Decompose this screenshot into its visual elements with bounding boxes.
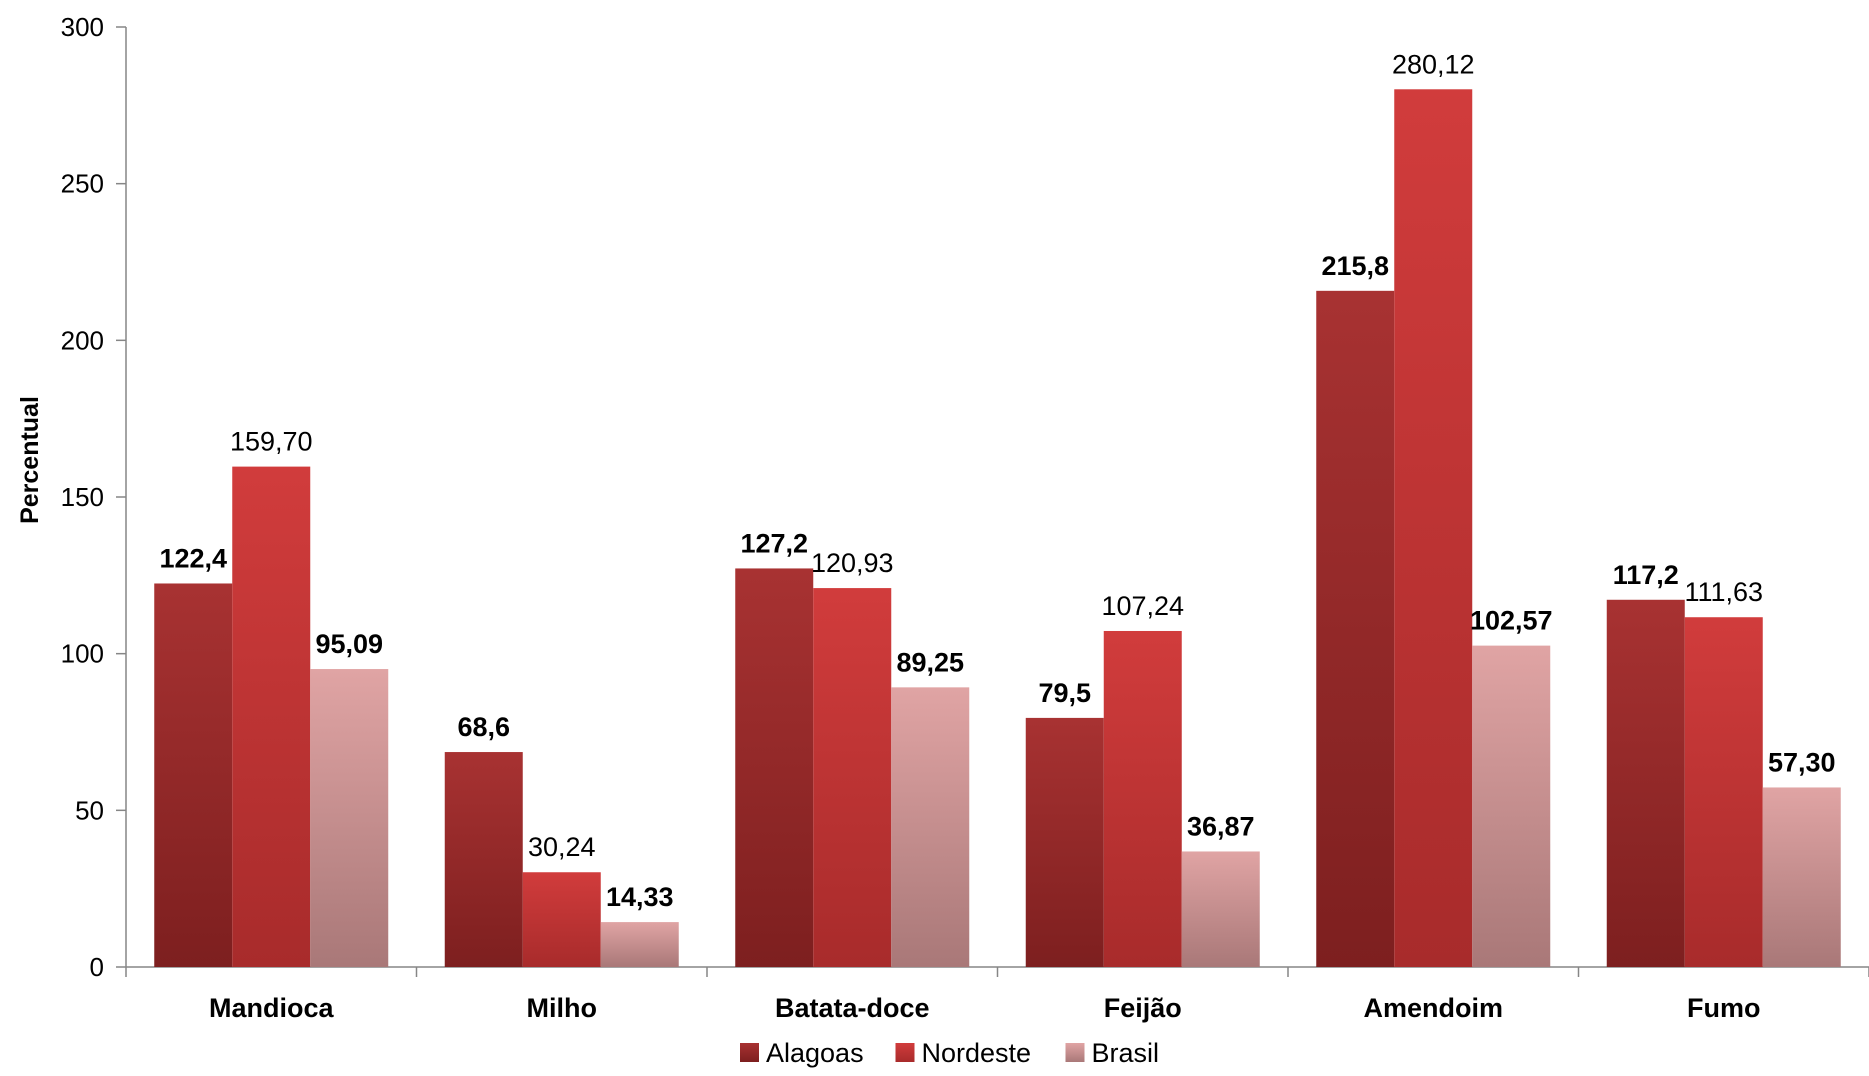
legend-label-alagoas: Alagoas [766, 1038, 864, 1068]
data-label: 36,87 [1187, 811, 1255, 841]
y-tick-label: 150 [61, 482, 104, 512]
bar-brasil-feijão [1181, 851, 1260, 967]
x-category-label: Milho [527, 993, 597, 1023]
data-label: 95,09 [315, 629, 383, 659]
data-label: 102,57 [1470, 606, 1553, 636]
data-label: 215,8 [1321, 251, 1389, 281]
legend-swatch-brasil [1065, 1043, 1085, 1062]
data-label: 57,30 [1768, 747, 1836, 777]
data-label: 89,25 [896, 647, 964, 677]
data-label: 30,24 [528, 832, 596, 862]
bar-alagoas-milho [444, 752, 523, 967]
data-label: 68,6 [457, 712, 510, 742]
data-label: 122,4 [159, 543, 227, 573]
x-category-label: Mandioca [209, 993, 335, 1023]
data-label: 280,12 [1392, 49, 1475, 79]
bar-alagoas-feijão [1025, 717, 1104, 967]
x-category-label: Batata-doce [775, 993, 930, 1023]
legend: Alagoas Nordeste Brasil [740, 1038, 1159, 1068]
bar-nordeste-feijão [1103, 630, 1182, 967]
legend-swatch-alagoas [740, 1043, 759, 1062]
bar-brasil-milho [600, 922, 679, 967]
bar-alagoas-amendoim [1316, 290, 1395, 967]
y-tick-label: 0 [90, 952, 104, 982]
x-axis: Mandioca Milho Batata-doce Feijão Amendoim Fu… [125, 966, 1869, 1023]
bar-nordeste-amendoim [1394, 89, 1473, 968]
bar-brasil-mandioca [310, 669, 389, 967]
x-category-label: Fumo [1687, 993, 1761, 1023]
bar-nordeste-fumo [1684, 617, 1763, 967]
data-label: 111,63 [1684, 577, 1763, 607]
data-label: 107,24 [1101, 591, 1184, 621]
data-label: 127,2 [740, 528, 808, 558]
bar-brasil-batata-doce [891, 687, 970, 967]
data-labels-group: 122,4 68,6 127,2 79,5 215,8 117,2 159,70 30,24 1… [159, 49, 1835, 912]
y-tick-label: 100 [61, 639, 104, 669]
data-label: 79,5 [1038, 678, 1091, 708]
x-category-label: Feijão [1104, 993, 1182, 1023]
y-axis-label: Percentual [16, 396, 44, 524]
legend-swatch-nordeste [895, 1043, 915, 1062]
data-label: 117,2 [1613, 560, 1679, 590]
data-label: 159,70 [230, 427, 313, 457]
legend-label-brasil: Brasil [1092, 1038, 1160, 1068]
bars-group [154, 89, 1841, 968]
y-tick-label: 300 [61, 12, 104, 42]
y-tick-label: 200 [61, 325, 104, 355]
bar-brasil-fumo [1762, 787, 1841, 967]
bar-alagoas-fumo [1606, 599, 1685, 967]
x-category-label: Amendoim [1363, 993, 1503, 1023]
bar-alagoas-mandioca [154, 583, 233, 967]
data-label: 14,33 [606, 882, 674, 912]
data-label: 120,93 [811, 548, 894, 578]
bar-nordeste-milho [522, 872, 601, 967]
bar-brasil-amendoim [1472, 645, 1551, 967]
bar-nordeste-batata-doce [813, 588, 892, 967]
bar-nordeste-mandioca [232, 466, 311, 967]
y-tick-label: 50 [75, 795, 104, 825]
bar-alagoas-batata-doce [735, 568, 814, 967]
legend-label-nordeste: Nordeste [922, 1038, 1032, 1068]
y-tick-label: 250 [61, 169, 104, 199]
y-axis: 0 50 100 150 200 250 300 [61, 12, 127, 982]
